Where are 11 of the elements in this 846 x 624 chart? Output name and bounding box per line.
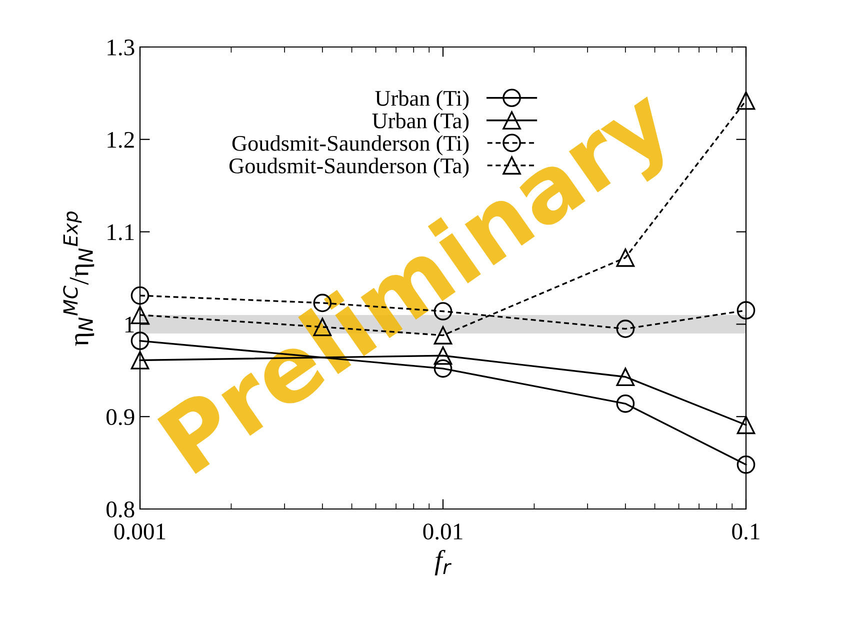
x-tick-label: 0.1 — [732, 524, 760, 540]
y-tick-label: 1.1 — [108, 224, 134, 240]
y-tick-label: 1 — [125, 316, 134, 332]
x-axis-title: f$_{r}$ — [434, 550, 452, 576]
x-tick-label: 0.01 — [423, 524, 462, 540]
y-tick-label: 0.8 — [106, 501, 134, 518]
y-tick-label: 1.2 — [108, 132, 134, 148]
x-tick-label: 0.001 — [114, 524, 166, 540]
y-tick-label: 1.3 — [108, 40, 134, 56]
y-axis-title: η$_{N}$$^{MC}$/η$_{N}$$^{Exp}$ — [63, 212, 94, 346]
y-tick-label: 0.9 — [106, 409, 134, 426]
